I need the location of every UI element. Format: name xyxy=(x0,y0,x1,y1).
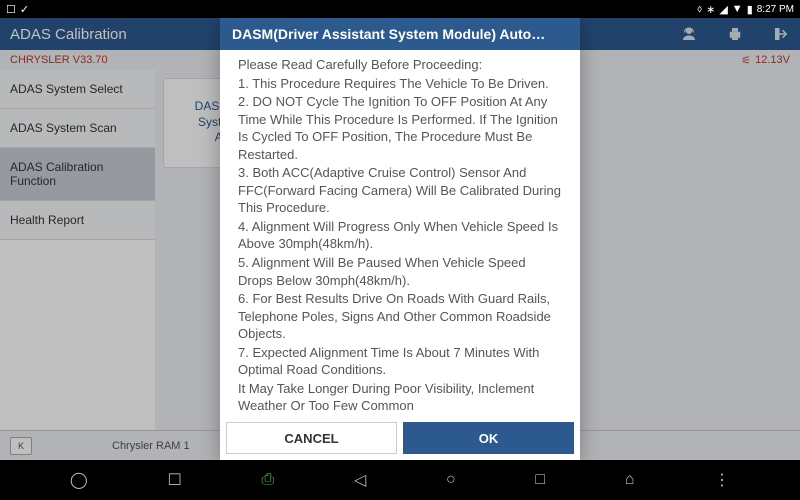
status-time: 8:27 PM xyxy=(757,4,794,15)
nav-browser-icon[interactable]: ◯ xyxy=(70,470,88,490)
dialog-body: Please Read Carefully Before Proceeding:… xyxy=(220,50,580,416)
nav-recent-icon[interactable]: □ xyxy=(535,471,545,489)
bluetooth-icon: ∗ xyxy=(706,3,715,16)
dialog-line: 6. For Best Results Drive On Roads With … xyxy=(238,290,562,343)
cancel-button[interactable]: CANCEL xyxy=(226,422,397,454)
dialog-line: 3. Both ACC(Adaptive Cruise Control) Sen… xyxy=(238,164,562,217)
nav-back-icon[interactable]: ◁ xyxy=(354,470,366,490)
dialog-overlay: DASM(Driver Assistant System Module) Aut… xyxy=(0,18,800,460)
dialog-title: DASM(Driver Assistant System Module) Aut… xyxy=(220,18,580,50)
signal-icon: ◢ xyxy=(719,3,727,16)
check-status-icon: ✓ xyxy=(20,3,29,16)
dialog-line: 2. DO NOT Cycle The Ignition To OFF Posi… xyxy=(238,93,562,163)
dialog-line: 1. This Procedure Requires The Vehicle T… xyxy=(238,75,562,93)
wifi-icon: ▼ xyxy=(732,3,743,15)
location-icon: ⬨ xyxy=(697,3,702,16)
dialog-line: It May Take Longer During Poor Visibilit… xyxy=(238,380,562,415)
ok-button[interactable]: OK xyxy=(403,422,574,454)
nav-device-icon[interactable]: ⎙ xyxy=(261,471,274,489)
battery-icon: ▮ xyxy=(747,3,753,16)
dialog-line: 5. Alignment Will Be Paused When Vehicle… xyxy=(238,254,562,289)
dialog-lead: Please Read Carefully Before Proceeding: xyxy=(238,56,562,74)
android-nav-bar: ◯ ☐ ⎙ ◁ ○ □ ⌂ ⋮ xyxy=(0,460,800,500)
status-bar: ☐ ✓ ⬨ ∗ ◢ ▼ ▮ 8:27 PM xyxy=(0,0,800,18)
nav-gallery-icon[interactable]: ☐ xyxy=(167,470,181,490)
dialog-line: 4. Alignment Will Progress Only When Veh… xyxy=(238,218,562,253)
dialog-actions: CANCEL OK xyxy=(220,416,580,460)
dialog: DASM(Driver Assistant System Module) Aut… xyxy=(220,18,580,460)
gallery-status-icon: ☐ xyxy=(6,3,16,16)
dialog-line: 7. Expected Alignment Time Is About 7 Mi… xyxy=(238,344,562,379)
nav-menu-icon[interactable]: ⋮ xyxy=(714,470,730,490)
nav-home2-icon[interactable]: ⌂ xyxy=(625,471,635,489)
nav-home-icon[interactable]: ○ xyxy=(446,471,456,489)
